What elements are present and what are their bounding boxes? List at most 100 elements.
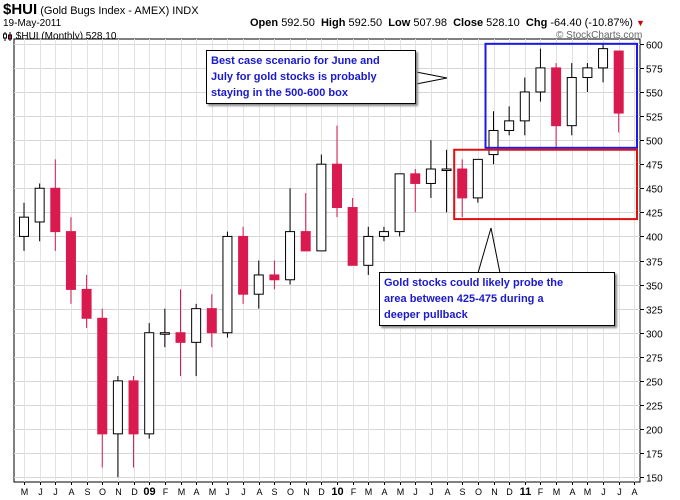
box-500-600 <box>484 42 638 149</box>
x-tick-label: A <box>381 487 387 497</box>
x-tick-label: A <box>444 487 450 497</box>
candle-down <box>457 168 468 199</box>
candle-up <box>363 235 374 266</box>
y-tick-label: 150 <box>646 474 663 485</box>
candle-up <box>394 173 405 233</box>
callout-1-line-1: Best case scenario for June and <box>211 55 380 67</box>
x-tick-label: M <box>553 487 561 497</box>
candle-down <box>347 207 358 266</box>
candle-legend-icon <box>3 32 13 42</box>
x-tick-label: F <box>538 487 544 497</box>
x-tick-label: J <box>241 487 246 497</box>
x-tick-label: M <box>365 487 373 497</box>
y-tick-label: 250 <box>646 378 663 389</box>
candle-up <box>598 48 609 69</box>
candle-up <box>144 332 155 435</box>
candle-up <box>488 129 499 156</box>
x-tick-label: S <box>271 487 277 497</box>
y-tick-label: 350 <box>646 282 663 293</box>
high-value: 592.50 <box>348 17 383 29</box>
candle-up <box>159 332 170 335</box>
candle-up <box>566 77 577 127</box>
x-tick-label: F <box>351 487 357 497</box>
candle-down <box>332 163 342 209</box>
chg-value: -64.40 (-10.87%) <box>550 17 633 29</box>
callout-upper-box: Best case scenario for June and July for… <box>206 50 416 104</box>
x-tick-label: N <box>303 487 310 497</box>
candle-up <box>535 67 546 93</box>
open-label: Open <box>250 17 279 29</box>
candle-down <box>410 173 421 184</box>
x-tick-label: A <box>193 487 199 497</box>
y-tick-label: 475 <box>646 161 663 172</box>
x-tick-label: 10 <box>331 486 343 498</box>
candle-down <box>175 332 186 343</box>
box-425-475 <box>453 148 639 221</box>
candle-up <box>112 380 123 435</box>
callout-lower-box: Gold stocks could likely probe the area … <box>379 272 615 326</box>
x-tick-label: J <box>225 487 230 497</box>
y-tick-label: 400 <box>646 233 663 244</box>
watermark: © StockCharts.com <box>556 30 643 41</box>
x-tick-label: A <box>631 487 637 497</box>
candle-up <box>316 163 327 252</box>
x-tick-label: S <box>459 487 465 497</box>
candle-down <box>65 231 76 290</box>
x-tick-label: O <box>99 487 106 497</box>
candle-up <box>191 308 202 343</box>
x-tick-label: M <box>21 487 29 497</box>
high-label: High <box>320 17 346 29</box>
candle-down <box>238 235 249 295</box>
candle-down <box>613 50 624 114</box>
x-tick-label: D <box>131 487 138 497</box>
candle-down <box>206 308 217 334</box>
y-tick-label: 225 <box>646 402 663 413</box>
x-tick-label: J <box>617 487 622 497</box>
callout-2-line-2: area between 425-475 during a <box>384 293 544 305</box>
candle-up <box>285 231 296 281</box>
quote-summary: Open 592.50 High 592.50 Low 507.98 Close… <box>250 17 645 29</box>
y-tick-label: 525 <box>646 113 663 124</box>
y-tick-label: 575 <box>646 65 663 76</box>
x-tick-label: D <box>506 487 513 497</box>
candle-up <box>378 231 389 237</box>
y-tick-label: 425 <box>646 209 663 220</box>
candle-up <box>504 120 515 131</box>
y-tick-label: 375 <box>646 258 663 269</box>
candle-up <box>519 91 530 122</box>
y-tick-label: 450 <box>646 185 663 196</box>
chg-label: Chg <box>525 17 548 29</box>
down-arrow-icon: ▼ <box>635 18 645 28</box>
callout-1-line-3: staying in the 500-600 box <box>211 87 348 99</box>
callout-2-line-1: Gold stocks could likely probe the <box>384 277 564 289</box>
x-tick-label: M <box>397 487 405 497</box>
series-legend-label: $HUI (Monthly) 528.10 <box>15 31 117 42</box>
x-tick-label: J <box>429 487 434 497</box>
candle-down <box>97 317 108 435</box>
candle-up <box>19 216 29 237</box>
x-tick-label: S <box>84 487 90 497</box>
candle-down <box>551 67 562 127</box>
candle-up <box>425 168 436 184</box>
candle-down <box>81 288 92 319</box>
x-tick-label: J <box>413 487 418 497</box>
chart-header: $HUI (Gold Bugs Index - AMEX) INDX <box>3 1 199 18</box>
candle-up <box>472 158 483 199</box>
x-tick-label: M <box>178 487 186 497</box>
candle-up <box>441 168 452 172</box>
candle-up <box>34 187 45 223</box>
y-tick-label: 275 <box>646 354 663 365</box>
series-legend: $HUI (Monthly) 528.10 <box>3 31 116 42</box>
x-tick-label: J <box>601 487 606 497</box>
candle-down <box>128 380 139 435</box>
candle-up <box>582 67 593 79</box>
low-label: Low <box>388 17 411 29</box>
y-tick-label: 200 <box>646 426 663 437</box>
open-value: 592.50 <box>281 17 315 29</box>
close-label: Close <box>453 17 484 29</box>
x-tick-label: J <box>38 487 43 497</box>
y-tick-label: 550 <box>646 89 663 100</box>
candle-down <box>269 274 280 281</box>
x-tick-label: J <box>53 487 58 497</box>
x-tick-label: O <box>475 487 482 497</box>
